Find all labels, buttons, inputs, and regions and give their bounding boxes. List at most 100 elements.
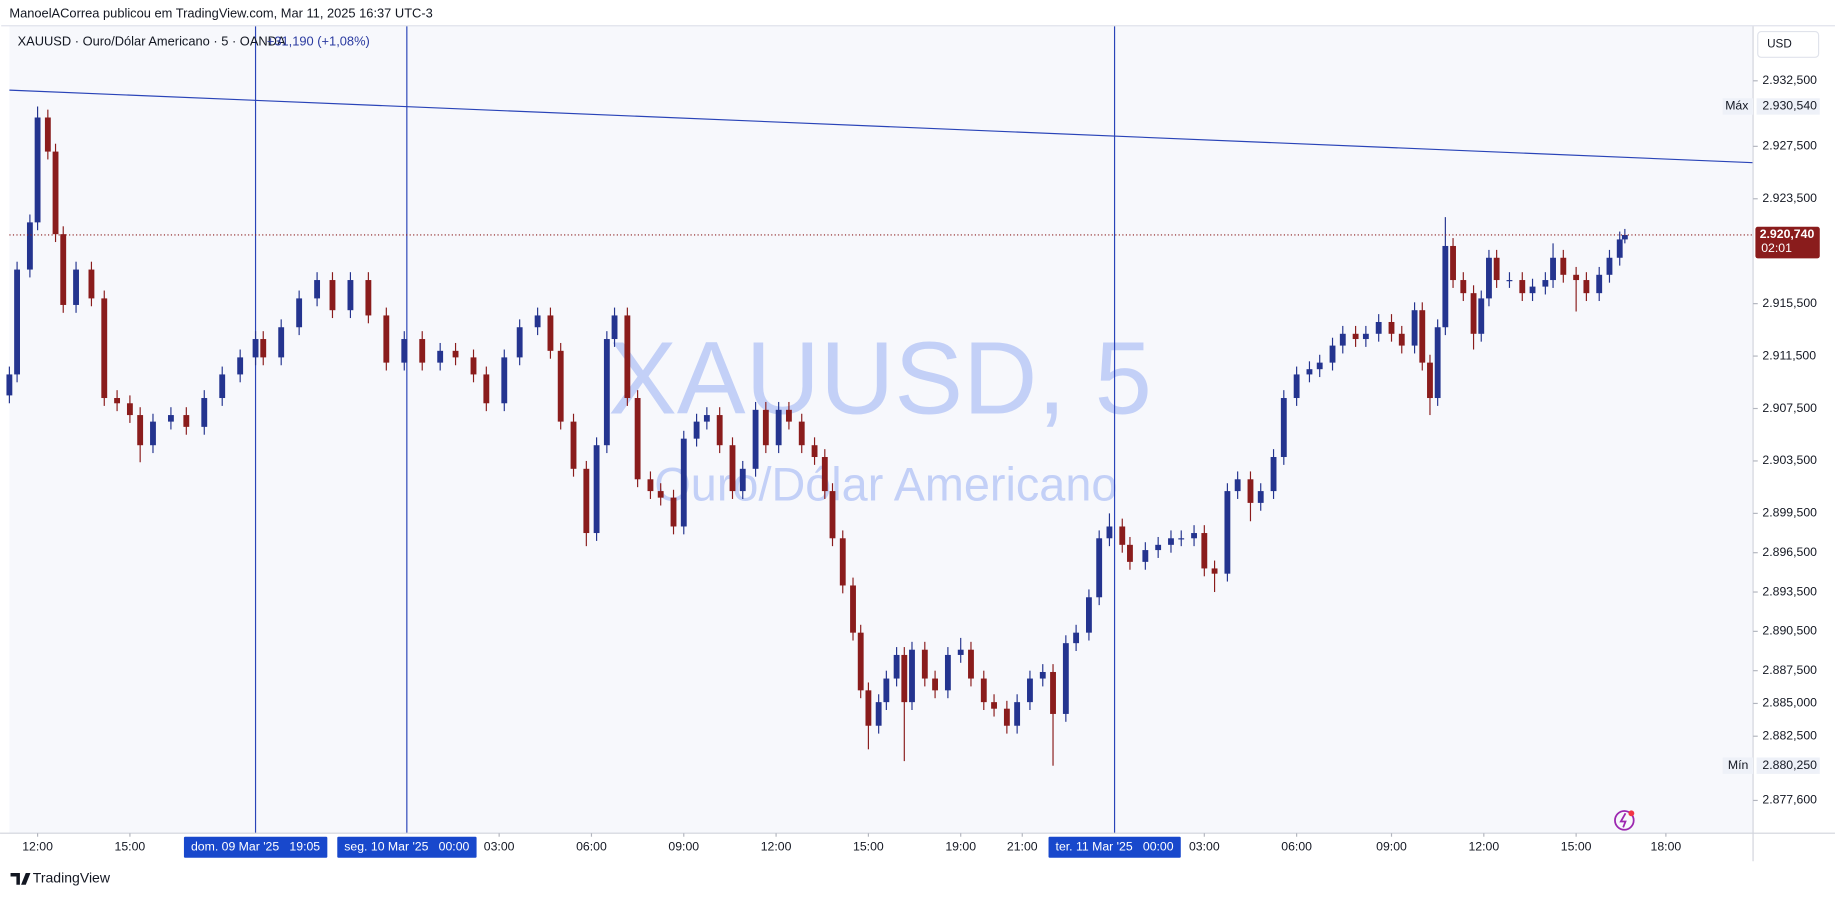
plot-background	[9, 25, 1754, 834]
y-tick-label: 2.893,500	[1762, 584, 1817, 598]
candle-body	[821, 457, 828, 492]
candle-body	[901, 654, 908, 703]
candle-body	[183, 415, 190, 427]
y-tick-label: 2.911,500	[1762, 348, 1816, 362]
candle-body	[850, 585, 856, 633]
y-tick-label: 2.927,500	[1762, 139, 1817, 153]
candle-body	[1583, 280, 1590, 294]
extreme-price-box	[1756, 98, 1820, 115]
watermark-title: XAUUSD, 5	[608, 320, 1152, 435]
candle-body	[991, 702, 997, 709]
candle-body	[1280, 398, 1287, 458]
candle-body	[1039, 671, 1046, 679]
y-tick-label: 2.907,500	[1762, 401, 1817, 415]
trend-line	[9, 89, 1754, 164]
candle-body	[6, 374, 13, 396]
candle-body	[278, 327, 285, 358]
candle-body	[603, 339, 610, 446]
x-tick-label: 15:00	[115, 840, 146, 854]
candle-body	[237, 357, 244, 375]
candle-body	[1339, 333, 1346, 346]
candle-body	[557, 350, 564, 422]
candle-body	[52, 151, 59, 235]
candle-body	[1050, 671, 1056, 714]
candle-body	[980, 678, 987, 703]
extreme-tag-box	[1722, 757, 1754, 774]
candle-body	[634, 398, 641, 480]
candle-body	[716, 415, 723, 446]
candle-body	[1062, 643, 1069, 714]
candle-body	[1073, 632, 1080, 644]
x-tick-label: 19:00	[945, 840, 976, 854]
current-price-label: 2.920,740	[1760, 227, 1815, 241]
y-tick-label: 2.932,500	[1762, 73, 1817, 87]
candle-body	[1119, 526, 1126, 545]
candle-body	[1191, 533, 1197, 539]
candle-body	[785, 409, 792, 422]
y-tick-label: 2.903,500	[1762, 453, 1817, 467]
candle-body	[1014, 702, 1021, 726]
candle-body	[1106, 526, 1113, 539]
candle-body	[1306, 369, 1313, 375]
candle-body	[1316, 362, 1323, 370]
candle-body	[1178, 538, 1185, 540]
x-tick-label: 09:00	[668, 840, 699, 854]
candle-body	[470, 357, 477, 375]
x-tick-label: 15:00	[853, 840, 884, 854]
candle-body	[1096, 538, 1103, 598]
x-tick-label: 03:00	[484, 840, 515, 854]
currency-box	[1757, 31, 1820, 58]
candle-body	[88, 269, 95, 299]
candle-body	[1560, 257, 1567, 275]
candle-body	[1529, 286, 1536, 294]
candle-body	[1168, 538, 1174, 545]
y-tick-label: 2.896,500	[1762, 545, 1817, 559]
candle-body	[1375, 321, 1382, 334]
y-tick-label: 2.890,500	[1762, 624, 1817, 638]
candle-body	[314, 280, 321, 299]
candle-body	[1224, 491, 1231, 574]
candle-body	[101, 298, 108, 399]
candle-body	[798, 421, 805, 446]
candle-body	[1257, 491, 1264, 503]
candle-body	[883, 678, 890, 703]
candle-body	[1434, 327, 1441, 399]
candle-body	[1542, 280, 1549, 287]
candle-body	[34, 117, 41, 223]
x-tick-label: 09:00	[1376, 840, 1407, 854]
extreme-price-box	[1756, 757, 1820, 774]
candle-body	[1155, 544, 1162, 551]
candle-body	[839, 538, 846, 586]
y-tick-label: 2.885,000	[1762, 696, 1817, 710]
extreme-price-label: 2.930,540	[1762, 99, 1817, 113]
y-tick-label: 2.887,500	[1762, 663, 1817, 677]
x-tick-label: ter. 11 Mar '25 00:00	[1056, 840, 1174, 854]
candle-body	[419, 339, 426, 363]
candle-body	[201, 398, 208, 427]
candle-body	[1493, 257, 1500, 281]
x-tick-highlight	[183, 836, 328, 858]
y-tick-label: 2.877,600	[1762, 793, 1817, 807]
candle-body	[1027, 678, 1033, 703]
candle-body	[501, 357, 508, 404]
candle-body	[483, 374, 490, 404]
candle-body	[593, 445, 600, 534]
alert-icon-bolt	[1619, 812, 1627, 828]
x-tick-highlight	[337, 836, 477, 858]
candle-body	[1270, 457, 1277, 492]
y-tick-label: 2.882,500	[1762, 728, 1817, 742]
watermark: XAUUSD, 5 Ouro/Dólar Americano	[608, 320, 1152, 510]
price-change: +31,190 (+1,08%)	[267, 34, 370, 49]
candle-body	[137, 415, 144, 446]
current-price-box	[1755, 226, 1820, 259]
alert-icon[interactable]	[1614, 810, 1635, 831]
x-tick-label: 12:00	[1468, 840, 1499, 854]
candle-body	[1293, 374, 1300, 399]
candle-body	[1460, 280, 1467, 294]
candle-body	[611, 315, 618, 340]
candle-body	[944, 654, 951, 691]
extreme-tag: Mín	[1728, 758, 1749, 772]
candle-body	[73, 269, 79, 305]
candle-body	[1362, 333, 1369, 340]
